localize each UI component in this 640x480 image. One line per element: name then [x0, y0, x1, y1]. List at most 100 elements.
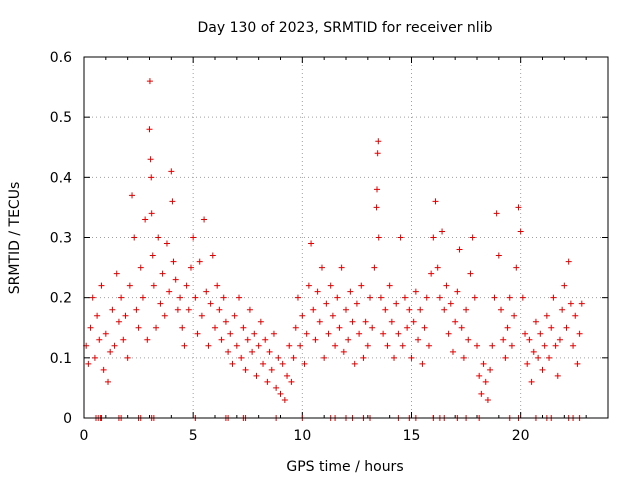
data-point	[563, 324, 570, 331]
data-point	[196, 258, 203, 265]
data-point	[543, 312, 550, 319]
y-tick-label: 0.2	[50, 291, 72, 307]
data-point	[194, 330, 201, 337]
data-point	[286, 342, 293, 349]
data-point	[391, 354, 398, 361]
data-point	[139, 294, 146, 301]
data-point	[146, 78, 153, 85]
data-point	[314, 288, 321, 295]
data-point	[212, 324, 218, 331]
data-point	[559, 306, 566, 313]
data-point	[493, 210, 500, 217]
data-point	[159, 270, 166, 277]
data-point	[126, 282, 133, 289]
data-point	[118, 294, 125, 301]
data-point	[91, 354, 98, 361]
data-point	[129, 192, 136, 199]
data-point	[434, 264, 441, 271]
data-point	[334, 294, 341, 301]
data-point	[439, 228, 446, 235]
data-point	[303, 330, 310, 337]
data-point	[266, 348, 273, 355]
data-point	[105, 378, 112, 385]
data-point	[425, 342, 432, 349]
data-point	[541, 342, 548, 349]
data-point	[374, 186, 381, 193]
data-point	[325, 330, 332, 337]
data-point	[410, 318, 417, 325]
data-point	[404, 324, 411, 331]
data-point	[144, 336, 151, 343]
data-point	[554, 372, 561, 379]
data-point	[401, 294, 408, 301]
data-point	[288, 378, 295, 385]
data-point	[340, 348, 347, 355]
data-point	[465, 336, 472, 343]
data-point	[532, 318, 539, 325]
data-point	[332, 342, 339, 349]
data-point	[100, 366, 107, 373]
data-point	[240, 324, 247, 331]
data-point	[480, 360, 487, 367]
data-point	[281, 396, 288, 403]
data-point	[251, 330, 258, 337]
data-point	[511, 312, 518, 319]
data-point	[397, 234, 404, 241]
data-point	[161, 312, 168, 319]
data-point	[552, 342, 559, 349]
data-point	[155, 234, 162, 241]
data-point	[273, 384, 280, 391]
data-point	[515, 204, 522, 211]
data-point	[147, 156, 154, 163]
data-point	[386, 282, 393, 289]
data-point	[284, 372, 291, 379]
data-point	[220, 294, 227, 301]
data-point	[367, 294, 374, 301]
data-point	[345, 336, 352, 343]
data-point	[120, 336, 127, 343]
data-point	[236, 294, 243, 301]
data-point	[406, 306, 413, 313]
data-point	[321, 354, 328, 361]
data-point	[98, 282, 105, 289]
data-point	[395, 330, 402, 337]
data-point	[290, 354, 297, 361]
data-point	[517, 228, 524, 235]
data-point	[231, 312, 238, 319]
data-point	[546, 354, 553, 361]
data-point	[371, 264, 378, 271]
data-point	[174, 306, 181, 313]
data-point	[565, 258, 572, 265]
data-point	[249, 348, 256, 355]
data-point	[578, 300, 585, 307]
data-point	[323, 300, 330, 307]
data-point	[275, 354, 282, 361]
data-point	[522, 330, 529, 337]
data-point	[360, 354, 367, 361]
data-point	[423, 294, 430, 301]
data-point	[393, 300, 400, 307]
data-point	[163, 240, 170, 247]
data-point	[85, 360, 92, 367]
data-point	[308, 240, 315, 247]
data-point	[349, 318, 356, 325]
data-point	[122, 312, 129, 319]
data-point	[94, 312, 101, 319]
data-point	[292, 324, 299, 331]
data-point	[388, 318, 395, 325]
data-point	[96, 336, 103, 343]
data-point	[268, 366, 275, 373]
data-point	[412, 288, 419, 295]
data-point	[89, 294, 96, 301]
data-point	[419, 360, 426, 367]
data-point	[445, 330, 452, 337]
data-point	[227, 330, 234, 337]
data-point	[157, 300, 164, 307]
data-point	[181, 342, 188, 349]
data-point	[299, 312, 306, 319]
data-point	[417, 306, 424, 313]
data-point	[87, 324, 94, 331]
data-point	[255, 342, 262, 349]
data-point	[458, 324, 465, 331]
data-point	[471, 294, 478, 301]
